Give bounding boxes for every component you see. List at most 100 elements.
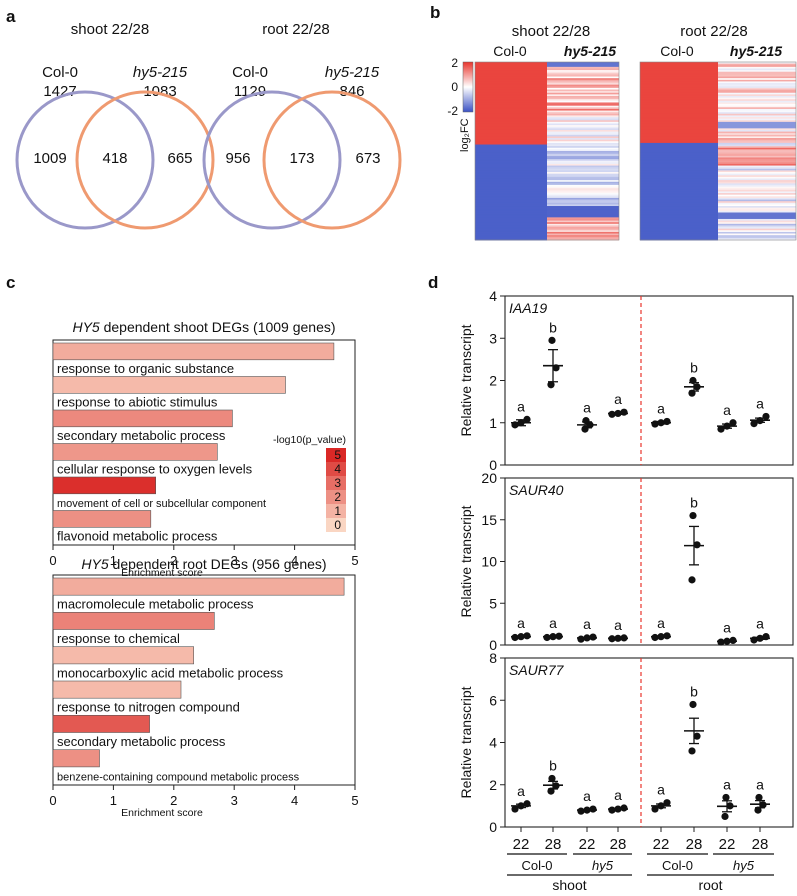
significance-letter: a bbox=[657, 615, 665, 631]
heatmap-cell bbox=[718, 167, 796, 170]
heatmap-cell bbox=[718, 94, 796, 97]
heatmap-cell bbox=[547, 197, 619, 201]
heatmap-cell bbox=[475, 76, 547, 79]
heatmap-cell bbox=[640, 147, 718, 150]
heatmap-cell bbox=[547, 81, 619, 84]
heatmap-cell bbox=[547, 110, 619, 113]
significance-letter: a bbox=[583, 788, 591, 804]
heatmap-cell bbox=[547, 215, 619, 218]
data-point bbox=[651, 420, 659, 428]
heatmap-cell bbox=[475, 172, 547, 175]
heatmap-cell bbox=[718, 141, 796, 144]
heatmap-cell bbox=[547, 63, 619, 66]
bar-label: macromolecule metabolic process bbox=[57, 597, 254, 612]
legend-tick: 3 bbox=[334, 476, 341, 490]
heatmap-cell bbox=[547, 152, 619, 155]
heatmap-cell bbox=[475, 167, 547, 170]
data-point bbox=[511, 805, 519, 813]
heatmap-cell bbox=[640, 92, 718, 95]
heatmap-cell bbox=[640, 126, 718, 129]
data-point bbox=[688, 747, 696, 755]
heatmap-cell bbox=[718, 220, 796, 223]
heatmap-cell bbox=[718, 225, 796, 228]
heatmap-cell bbox=[640, 184, 718, 188]
heatmap-cell bbox=[640, 105, 718, 108]
y-tick-label: 0 bbox=[489, 819, 497, 835]
data-point bbox=[721, 812, 729, 821]
heatmap-cell bbox=[718, 147, 796, 150]
heatmap-cell bbox=[475, 107, 547, 110]
heatmap-cell bbox=[718, 142, 796, 146]
heatmap-col-label: hy5-215 bbox=[564, 43, 616, 59]
heatmap-cell bbox=[640, 76, 718, 79]
heatmap-cell bbox=[718, 168, 796, 171]
heatmap-cell bbox=[640, 99, 718, 102]
data-point bbox=[589, 805, 597, 813]
heatmap-cell bbox=[475, 120, 547, 123]
colorbar-gradient bbox=[462, 61, 474, 113]
heatmap-cell bbox=[640, 162, 718, 165]
heatmap-cell bbox=[475, 199, 547, 202]
heatmap-frame bbox=[474, 61, 620, 241]
significance-letter: b bbox=[690, 683, 698, 699]
heatmap-cell bbox=[475, 186, 547, 189]
heatmap-cell bbox=[718, 139, 796, 142]
heatmap-cell bbox=[718, 149, 796, 152]
heatmap-cell bbox=[640, 74, 718, 78]
heatmap-cell bbox=[475, 84, 547, 87]
data-point bbox=[754, 806, 762, 814]
data-point bbox=[756, 417, 764, 425]
heatmap-cell bbox=[640, 65, 718, 68]
y-tick-label: 6 bbox=[489, 692, 497, 708]
heatmap-cell bbox=[475, 83, 547, 86]
heatmap-cell bbox=[640, 210, 718, 213]
heatmap-cell bbox=[640, 201, 718, 204]
heatmap-cell bbox=[718, 107, 796, 110]
heatmap-cell bbox=[475, 125, 547, 128]
heatmap-cell bbox=[640, 134, 718, 137]
heatmap-cell bbox=[640, 193, 718, 196]
data-point bbox=[543, 633, 551, 642]
heatmap-cell bbox=[640, 110, 718, 113]
data-point bbox=[552, 782, 560, 790]
gene-name: SAUR40 bbox=[509, 482, 564, 498]
enrichment-bar bbox=[52, 680, 182, 699]
venn-right-unique: 673 bbox=[355, 150, 380, 167]
heatmap-cell bbox=[475, 147, 547, 150]
y-axis-label: Relative transcript bbox=[458, 505, 474, 617]
heatmap-cell bbox=[547, 188, 619, 191]
heatmap-cell bbox=[640, 155, 718, 158]
heatmap-cell bbox=[718, 154, 796, 157]
heatmap-cell bbox=[718, 74, 796, 78]
heatmap-cell bbox=[475, 118, 547, 121]
heatmap-cell bbox=[475, 86, 547, 89]
heatmap-cell bbox=[547, 178, 619, 181]
heatmap-cell bbox=[475, 94, 547, 97]
heatmap-cell bbox=[640, 157, 718, 160]
heatmap-cell bbox=[718, 173, 796, 176]
heatmap-cell bbox=[475, 139, 547, 142]
legend-swatch bbox=[326, 518, 346, 532]
heatmap-cell bbox=[475, 180, 547, 183]
heatmap-cell bbox=[547, 223, 619, 226]
heatmap-cell bbox=[718, 165, 796, 168]
heatmap-cell bbox=[547, 172, 619, 175]
transcript-plots: IAA19 0 1 2 3 4 Relative transcript a b a a a b a a SAU… bbox=[458, 288, 794, 893]
heatmap-cell bbox=[475, 209, 547, 212]
heatmap-cell bbox=[475, 157, 547, 160]
heatmap-cell bbox=[475, 149, 547, 152]
heatmap-cell bbox=[547, 62, 619, 65]
heatmap-cell bbox=[640, 89, 718, 92]
heatmap-cell bbox=[547, 227, 619, 230]
heatmap-cell bbox=[547, 176, 619, 180]
heatmap-cell bbox=[718, 178, 796, 181]
heatmap-cell bbox=[475, 74, 547, 78]
heatmap-cell bbox=[718, 197, 796, 201]
heatmap-cell bbox=[547, 151, 619, 154]
significance-letter: a bbox=[756, 395, 764, 411]
x-axis-label: Enrichment score bbox=[121, 567, 203, 579]
heatmap-cell bbox=[547, 167, 619, 170]
heatmap-cell bbox=[718, 104, 796, 107]
heatmap-cell bbox=[475, 201, 547, 204]
heatmap-cell bbox=[475, 73, 547, 76]
